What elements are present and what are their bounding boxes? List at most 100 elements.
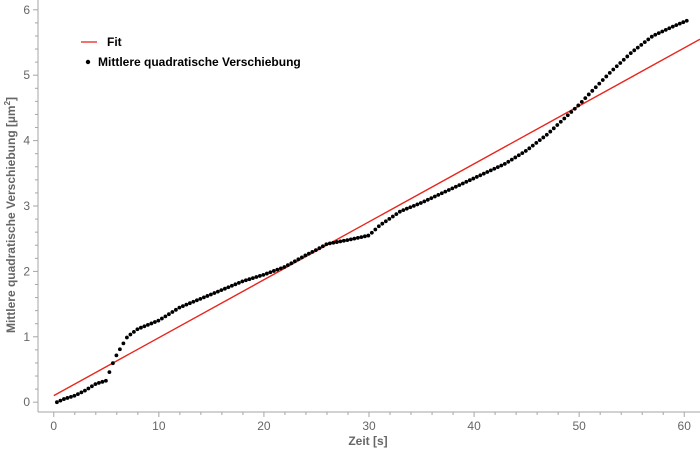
msd-point [369, 230, 374, 235]
msd-point [271, 269, 276, 273]
msd-point [208, 292, 213, 297]
msd-point [513, 155, 518, 160]
y-tick-label: 4 [23, 134, 30, 148]
msd-point [387, 216, 392, 221]
msd-point [408, 205, 413, 210]
msd-point [320, 244, 325, 249]
msd-point [83, 388, 87, 393]
msd-point [429, 196, 434, 201]
y-tick-label: 3 [23, 199, 30, 213]
msd-point [562, 116, 567, 121]
msd-point [551, 126, 556, 131]
msd-point [502, 161, 507, 166]
msd-point [432, 194, 437, 199]
msd-point [156, 318, 161, 323]
y-axis-title-suffix: ] [4, 97, 18, 101]
msd-point [373, 227, 378, 232]
msd-point [359, 235, 364, 239]
msd-point [492, 166, 497, 171]
msd-point [555, 123, 560, 127]
msd-point [457, 183, 462, 187]
msd-point [376, 224, 381, 229]
points-layer [55, 18, 689, 405]
y-tick-label: 1 [23, 330, 30, 344]
msd-point [69, 394, 73, 399]
msd-point [282, 265, 287, 269]
msd-point [541, 135, 546, 140]
msd-point [460, 181, 465, 186]
msd-point [107, 370, 112, 375]
x-axis-title: Zeit [s] [348, 434, 387, 448]
msd-point [481, 171, 486, 176]
msd-point [236, 280, 241, 285]
msd-point [257, 274, 262, 278]
msd-point [684, 18, 689, 23]
msd-point [205, 294, 210, 298]
msd-point [464, 179, 469, 184]
msd-point [656, 31, 661, 36]
msd-point [604, 74, 609, 79]
msd-point [62, 397, 66, 401]
msd-point [222, 286, 227, 291]
msd-point [593, 85, 598, 90]
x-tick-label: 30 [362, 419, 376, 433]
msd-point [331, 240, 336, 245]
msd-point [569, 110, 574, 114]
msd-point [425, 197, 430, 202]
x-tick-label: 20 [257, 419, 271, 433]
msd-point [135, 327, 140, 332]
msd-point [411, 203, 416, 208]
msd-point [586, 92, 591, 97]
msd-point [649, 34, 654, 39]
msd-point [198, 296, 203, 301]
msd-point [642, 40, 647, 45]
msd-point [488, 168, 493, 173]
msd-point [628, 51, 633, 56]
msd-point [450, 186, 455, 191]
msd-point [289, 261, 294, 266]
msd-point [485, 170, 490, 174]
y-tick-label: 6 [23, 3, 30, 17]
msd-point [138, 325, 143, 330]
msd-point [674, 23, 679, 28]
msd-point [79, 390, 84, 395]
msd-point [310, 249, 315, 254]
msd-point [474, 175, 479, 179]
msd-point [212, 291, 217, 295]
msd-point [275, 267, 280, 272]
msd-point [243, 278, 248, 283]
msd-point [121, 341, 126, 346]
msd-point [516, 153, 521, 158]
msd-point [436, 192, 441, 197]
msd-point [194, 298, 199, 303]
msd-point [90, 384, 94, 389]
y-tick-label: 5 [23, 68, 30, 82]
msd-point [352, 236, 357, 241]
msd-point [55, 400, 59, 405]
msd-point [261, 272, 266, 277]
msd-point [523, 149, 528, 153]
msd-point [394, 212, 399, 217]
msd-point [170, 310, 175, 314]
msd-point [187, 301, 192, 306]
msd-point [93, 382, 98, 387]
msd-point [334, 240, 339, 244]
msd-point [677, 21, 682, 26]
msd-point [495, 165, 500, 170]
msd-point [478, 173, 483, 178]
legend-fit-label: Fit [107, 35, 122, 49]
msd-point [149, 321, 154, 326]
msd-point [131, 329, 136, 334]
y-tick-label: 2 [23, 264, 30, 278]
fit-layer [53, 38, 700, 397]
msd-point [404, 206, 409, 211]
msd-point [278, 266, 283, 271]
y-axis-title: Mittlere quadratische Verschiebung [µm2] [3, 97, 18, 333]
msd-point [177, 305, 182, 310]
msd-point [600, 78, 605, 82]
msd-point [250, 276, 255, 281]
msd-point [614, 64, 619, 69]
msd-point [240, 279, 245, 284]
msd-point [215, 289, 220, 294]
